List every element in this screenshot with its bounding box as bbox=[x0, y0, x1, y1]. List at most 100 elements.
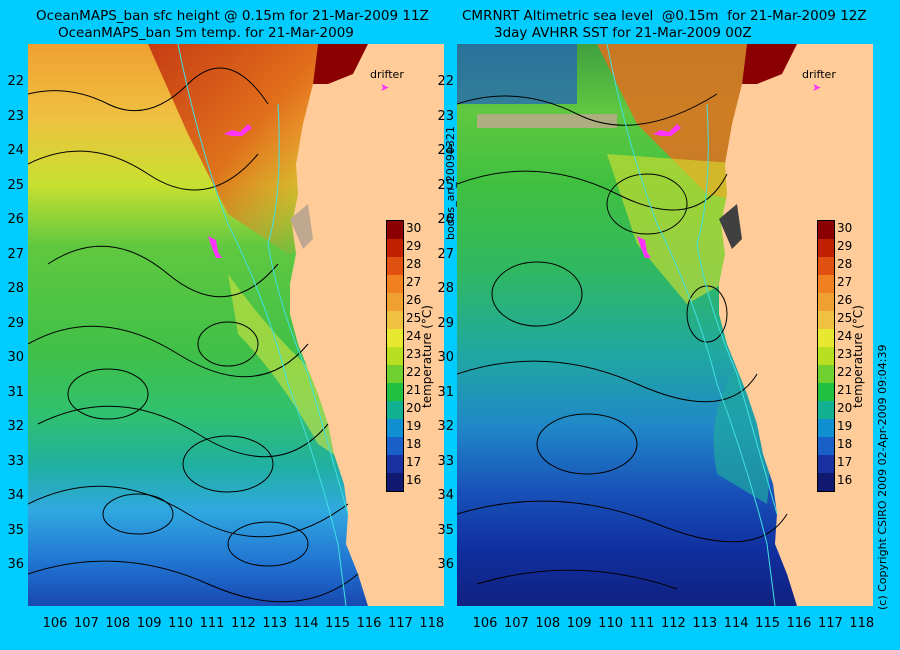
colorbar-tick-label: 21 bbox=[837, 383, 853, 397]
colorbar-swatch bbox=[387, 239, 403, 257]
colorbar-swatch bbox=[387, 473, 403, 491]
colorbar-swatch bbox=[818, 239, 834, 257]
latitude-tick-label: 34 bbox=[437, 488, 454, 503]
colorbar-swatch bbox=[387, 455, 403, 473]
longitude-tick-label: 107 bbox=[73, 616, 99, 631]
latitude-tick-label: 27 bbox=[7, 246, 24, 262]
right-title-line1: CMRNRT Altimetric sea level @0.15m for 2… bbox=[462, 8, 867, 24]
colorbar-swatch bbox=[387, 257, 403, 275]
longitude-tick-label: 117 bbox=[387, 616, 413, 631]
longitude-tick-label: 114 bbox=[723, 616, 749, 631]
colorbar-swatch bbox=[818, 437, 834, 455]
longitude-tick-label: 109 bbox=[136, 616, 162, 631]
colorbar-tick-label: 19 bbox=[406, 419, 422, 433]
bathymetry-lines bbox=[606, 44, 778, 606]
latitude-tick-label: 32 bbox=[437, 419, 454, 434]
drifter-arrow-icon: ➤ bbox=[380, 81, 390, 94]
longitude-tick-label: 106 bbox=[472, 616, 498, 631]
longitude-tick-label: 118 bbox=[419, 616, 445, 631]
colorbar-tick-label: 21 bbox=[406, 383, 422, 397]
longitude-tick-label: 109 bbox=[566, 616, 592, 631]
colorbar-tick-label: 23 bbox=[837, 347, 853, 361]
colorbar-tick-label: 18 bbox=[837, 437, 853, 451]
colorbar-swatch bbox=[387, 275, 403, 293]
bathymetry-lines bbox=[177, 44, 349, 606]
colorbar-tick-label: 30 bbox=[837, 221, 853, 235]
colorbar-swatch bbox=[387, 419, 403, 437]
colorbar-swatch bbox=[818, 473, 834, 491]
colorbar-swatch bbox=[818, 455, 834, 473]
latitude-tick-label: 31 bbox=[437, 384, 454, 400]
colorbar-swatch bbox=[387, 293, 403, 311]
left-map-panel bbox=[28, 44, 444, 606]
longitude-tick-label: 113 bbox=[262, 616, 288, 631]
colorbar-tick-label: 25 bbox=[406, 311, 422, 325]
latitude-tick-label: 30 bbox=[7, 350, 24, 365]
right-map-panel bbox=[457, 44, 873, 606]
colorbar-swatch bbox=[818, 383, 834, 401]
warm-water-tongue bbox=[148, 44, 328, 254]
longitude-tick-label: 116 bbox=[786, 616, 812, 631]
latitude-tick-label: 23 bbox=[437, 108, 454, 124]
right-colorbar-title: temperature (°C) bbox=[851, 305, 865, 408]
colorbar-swatch bbox=[818, 419, 834, 437]
longitude-tick-label: 116 bbox=[356, 616, 382, 631]
latitude-tick-label: 33 bbox=[437, 453, 454, 469]
latitude-tick-label: 29 bbox=[437, 315, 454, 331]
longitude-tick-label: 115 bbox=[325, 616, 350, 631]
longitude-tick-label: 114 bbox=[293, 616, 319, 631]
latitude-tick-label: 24 bbox=[7, 143, 24, 158]
colorbar-tick-label: 16 bbox=[837, 473, 853, 487]
right-drifter-legend: drifter ➤ bbox=[802, 68, 836, 94]
colorbar-tick-label: 26 bbox=[837, 293, 853, 307]
longitude-tick-label: 117 bbox=[817, 616, 843, 631]
colorbar-tick-label: 27 bbox=[837, 275, 853, 289]
latitude-tick-label: 34 bbox=[7, 488, 24, 503]
longitude-tick-label: 108 bbox=[535, 616, 561, 631]
longitude-tick-label: 112 bbox=[230, 616, 256, 631]
colorbar-swatch bbox=[387, 311, 403, 329]
longitude-tick-label: 112 bbox=[660, 616, 686, 631]
latitude-tick-label: 22 bbox=[437, 74, 454, 89]
colorbar-swatch bbox=[387, 365, 403, 383]
colorbar-tick-label: 28 bbox=[837, 257, 853, 271]
colorbar-swatch bbox=[818, 401, 834, 419]
longitude-tick-label: 111 bbox=[199, 616, 225, 631]
colorbar-tick-label: 27 bbox=[406, 275, 422, 289]
yellow-patch bbox=[607, 154, 757, 304]
longitude-tick-label: 110 bbox=[168, 616, 193, 631]
shark-bay bbox=[290, 204, 313, 249]
colorbar-swatch bbox=[387, 221, 403, 239]
latitude-tick-label: 24 bbox=[437, 143, 454, 158]
colorbar-swatch bbox=[818, 293, 834, 311]
colorbar-tick-label: 20 bbox=[837, 401, 853, 415]
colorbar-tick-label: 22 bbox=[837, 365, 853, 379]
colorbar-swatch bbox=[818, 365, 834, 383]
longitude-tick-label: 107 bbox=[503, 616, 529, 631]
colorbar-swatch bbox=[387, 437, 403, 455]
right-map-svg bbox=[457, 44, 873, 606]
right-title-line2: 3day AVHRR SST for 21-Mar-2009 00Z bbox=[494, 25, 752, 41]
latitude-tick-label: 22 bbox=[7, 74, 24, 89]
latitude-tick-label: 35 bbox=[7, 522, 24, 538]
colorbar-swatch bbox=[818, 329, 834, 347]
left-colorbar bbox=[386, 220, 404, 492]
latitude-tick-label: 31 bbox=[7, 384, 24, 400]
shark-bay bbox=[719, 204, 742, 249]
drifter-tracks bbox=[637, 124, 681, 258]
colorbar-swatch bbox=[387, 347, 403, 365]
latitude-tick-label: 32 bbox=[7, 419, 24, 434]
sea-level-contours bbox=[457, 93, 788, 590]
longitude-tick-label: 113 bbox=[692, 616, 718, 631]
latitude-tick-label: 25 bbox=[437, 177, 454, 193]
land-dark-edge bbox=[313, 44, 368, 84]
drifter-legend-label: drifter bbox=[802, 68, 836, 81]
land-dark-edge bbox=[742, 44, 797, 84]
drifter-tracks bbox=[208, 124, 252, 258]
latitude-tick-label: 36 bbox=[437, 557, 454, 572]
drifter-arrow-icon: ➤ bbox=[812, 81, 822, 94]
longitude-tick-label: 110 bbox=[598, 616, 623, 631]
colorbar-swatch bbox=[387, 383, 403, 401]
colorbar-tick-label: 23 bbox=[406, 347, 422, 361]
colorbar-swatch bbox=[818, 257, 834, 275]
